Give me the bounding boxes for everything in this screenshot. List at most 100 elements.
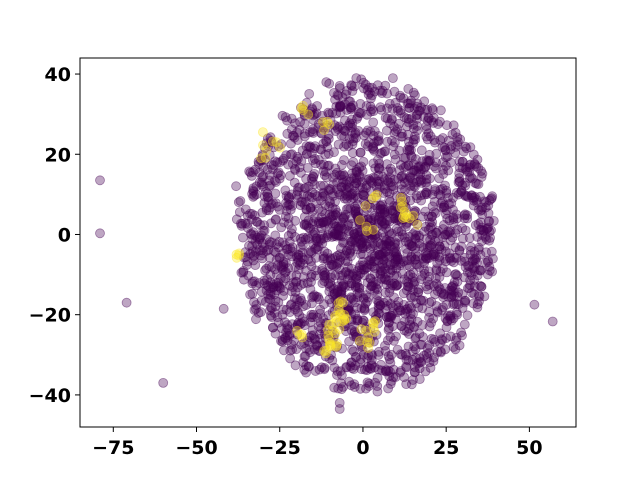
scatter-point [357,183,368,194]
scatter-point [275,142,285,153]
y-tick-label: 40 [45,64,71,86]
scatter-point [293,193,303,203]
scatter-point [348,136,359,147]
scatter-point [320,199,331,210]
scatter-point [403,281,414,292]
scatter-point [245,228,256,239]
scatter-point [366,194,377,205]
scatter-point [336,101,346,112]
scatter-point [287,319,298,330]
scatter-point [346,80,357,90]
scatter-point [350,309,361,320]
scatter-point [487,253,498,264]
scatter-point [361,383,371,394]
scatter-point [400,221,411,232]
scatter-point [465,159,476,170]
scatter-point [308,239,319,249]
scatter-point [363,328,374,339]
scatter-point [334,317,345,328]
scatter-point [249,210,260,221]
scatter-point [287,282,298,293]
scatter-point [287,149,297,160]
scatter-point [443,291,454,302]
scatter-point [465,275,476,286]
scatter-point [478,225,489,236]
scatter-point [332,122,343,132]
scatter-point [299,118,310,129]
scatter-point [384,354,395,365]
scatter-point [483,255,494,266]
scatter-point [306,330,317,341]
scatter-point [389,247,400,257]
scatter-point [332,286,343,297]
scatter-point [371,181,382,192]
scatter-point [284,307,295,318]
scatter-point [399,299,409,310]
scatter-point [288,277,299,288]
scatter-point [305,204,316,214]
scatter-point [352,167,363,177]
scatter-point [400,308,411,319]
scatter-point [421,187,432,198]
scatter-point [317,238,328,249]
scatter-point [480,257,491,268]
scatter-point [407,346,418,357]
scatter-point [340,184,351,195]
scatter-point [398,162,409,173]
scatter-point [377,203,388,214]
scatter-point [359,130,370,141]
scatter-point [398,256,409,267]
scatter-point [339,125,350,136]
scatter-point [339,99,350,110]
scatter-point [445,226,456,237]
scatter-point [328,210,339,221]
scatter-point [251,280,262,291]
scatter-point [372,187,383,198]
scatter-point [388,141,399,152]
scatter-point [366,259,377,270]
scatter-point [469,266,480,277]
scatter-point [327,203,338,213]
scatter-point [310,158,321,169]
scatter-point [449,283,460,293]
points-layer [95,73,558,414]
scatter-point [286,113,297,124]
scatter-point [340,188,351,199]
scatter-point [371,283,382,293]
scatter-point [421,170,432,181]
scatter-point [472,302,483,313]
scatter-point [362,337,373,348]
scatter-point [367,250,378,260]
scatter-point [301,265,312,276]
scatter-point [476,172,487,182]
scatter-point [350,133,361,143]
scatter-point [312,191,323,202]
scatter-point [428,112,439,123]
scatter-point [445,144,456,155]
scatter-point [412,113,422,124]
scatter-point [375,204,386,215]
scatter-point [350,351,361,362]
scatter-point [266,159,277,170]
scatter-point [407,241,418,251]
scatter-point [408,119,419,130]
scatter-point [371,192,382,203]
scatter-point [308,124,319,135]
scatter-point [404,300,415,311]
scatter-point [247,241,258,252]
scatter-point [404,171,415,182]
scatter-point [351,332,362,343]
scatter-point [358,156,369,167]
scatter-point [325,212,336,223]
scatter-point [383,365,394,376]
scatter-point [446,315,457,326]
scatter-point [321,136,331,146]
scatter-point [473,219,484,229]
scatter-point [437,183,448,194]
scatter-point [359,304,370,314]
scatter-point [247,246,258,257]
scatter-point [393,214,404,225]
scatter-point [481,247,492,258]
scatter-point [298,278,309,289]
scatter-point [279,332,290,343]
